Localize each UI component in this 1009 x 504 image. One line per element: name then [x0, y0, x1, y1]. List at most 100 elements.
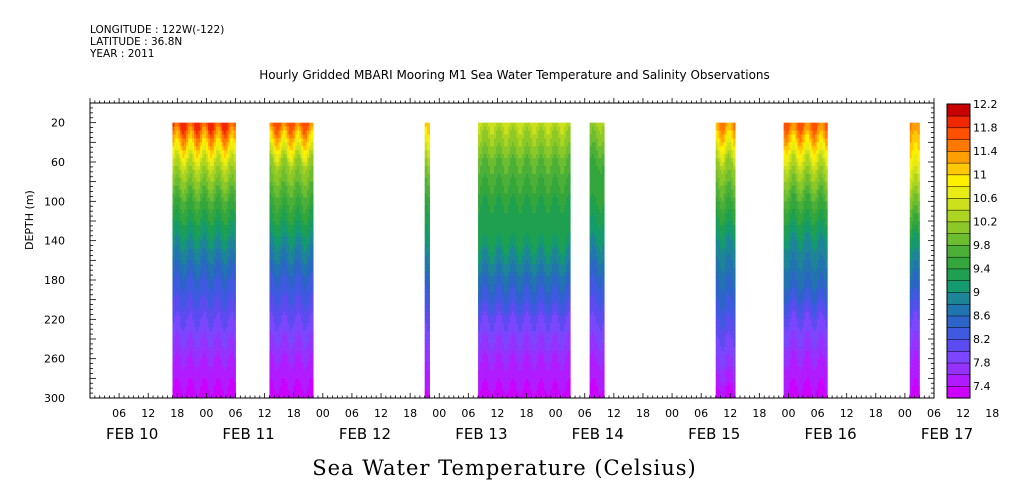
data-cell [200, 197, 203, 202]
data-cell [293, 177, 296, 183]
data-cell [172, 260, 175, 265]
data-cell [309, 362, 312, 367]
data-cell [486, 276, 489, 281]
data-cell [219, 342, 223, 348]
data-cell [225, 252, 229, 257]
data-cell [196, 319, 199, 324]
data-cell [215, 150, 219, 155]
data-cell [484, 303, 487, 308]
data-cell [172, 335, 175, 340]
data-cell [229, 346, 232, 352]
data-cell [213, 165, 217, 171]
data-cell [227, 150, 231, 155]
data-cell [299, 354, 302, 360]
data-cell [281, 162, 284, 167]
data-cell [273, 299, 276, 304]
data-cell [188, 193, 191, 198]
data-cell [301, 264, 304, 269]
data-cell [299, 331, 302, 336]
data-cell [424, 283, 428, 289]
data-cell [283, 126, 286, 131]
data-cell [176, 390, 179, 395]
data-cell [269, 232, 272, 238]
data-cell [217, 181, 221, 186]
data-cell [178, 280, 181, 285]
data-cell [305, 331, 308, 336]
data-cell [295, 268, 298, 273]
data-cell [427, 386, 430, 391]
data-cell [492, 291, 495, 297]
data-cell [172, 319, 175, 324]
data-cell [196, 327, 199, 332]
data-cell [174, 358, 177, 363]
data-cell [196, 386, 199, 391]
data-cell [478, 213, 481, 218]
data-cell [301, 248, 304, 253]
data-cell [217, 390, 221, 395]
data-cell [281, 339, 284, 344]
data-cell [289, 272, 292, 277]
data-cell [227, 283, 231, 289]
data-cell [194, 244, 197, 249]
data-cell [213, 382, 217, 387]
data-cell [192, 260, 195, 265]
data-cell [229, 224, 232, 230]
data-cell [307, 173, 310, 179]
data-cell [192, 268, 195, 273]
data-cell [311, 134, 314, 139]
data-cell [198, 287, 201, 293]
data-cell [200, 189, 203, 194]
data-cell [482, 350, 485, 356]
data-cell [194, 150, 197, 155]
data-cell [190, 295, 193, 301]
data-cell [184, 342, 187, 348]
data-cell [205, 272, 209, 277]
data-cell [223, 287, 227, 293]
data-cell [281, 122, 284, 127]
data-cell [478, 177, 481, 183]
data-cell [225, 370, 229, 375]
data-cell [219, 154, 223, 159]
data-cell [295, 162, 298, 167]
data-cell [200, 177, 203, 183]
data-cell [196, 181, 199, 186]
data-cell [215, 177, 219, 183]
data-cell [203, 315, 207, 320]
data-cell [281, 158, 284, 163]
data-cell [213, 366, 217, 371]
data-cell [217, 311, 221, 316]
data-cell [174, 244, 177, 249]
data-cell [484, 122, 487, 127]
data-cell [480, 130, 483, 135]
data-cell [186, 394, 189, 399]
data-cell [233, 154, 236, 159]
data-cell [309, 358, 312, 363]
data-cell [215, 327, 219, 332]
data-cell [178, 209, 181, 214]
data-cell [182, 236, 185, 242]
data-cell [311, 217, 314, 222]
data-cell [277, 256, 280, 261]
data-cell [205, 185, 209, 190]
data-cell [200, 142, 203, 147]
data-cell [205, 335, 209, 340]
data-cell [200, 268, 203, 273]
data-cell [229, 236, 232, 242]
data-cell [174, 327, 177, 332]
data-cell [277, 244, 280, 249]
data-cell [293, 386, 296, 391]
data-cell [209, 126, 213, 131]
data-cell [178, 358, 181, 363]
data-cell [217, 268, 221, 273]
data-cell [221, 319, 225, 324]
data-cell [307, 134, 310, 139]
data-cell [480, 382, 483, 387]
data-cell [494, 181, 497, 186]
data-cell [190, 138, 193, 143]
data-cell [291, 299, 294, 304]
data-cell [309, 386, 312, 391]
data-cell [275, 268, 278, 273]
data-cell [480, 315, 483, 320]
data-cell [194, 260, 197, 265]
data-cell [295, 386, 298, 391]
